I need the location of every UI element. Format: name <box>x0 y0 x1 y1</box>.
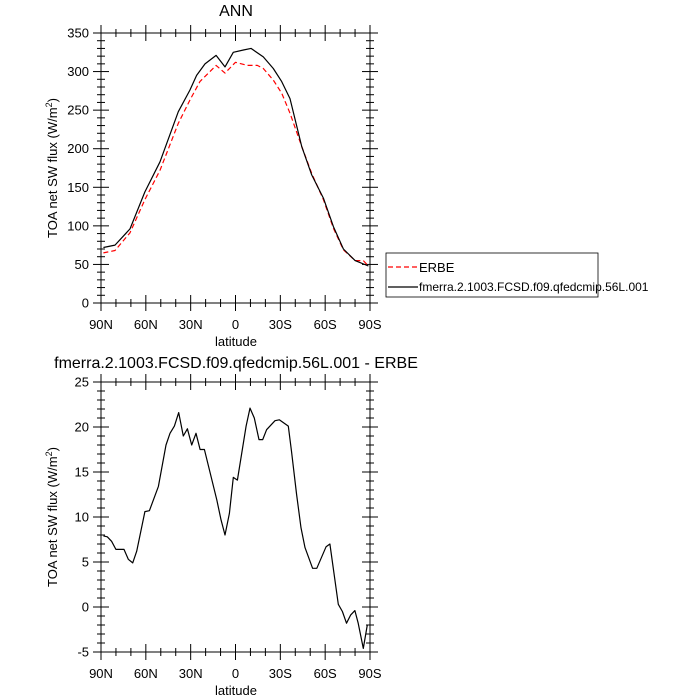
bottom-panel: fmerra.2.1003.FCSD.f09.qfedcmip.56L.001 … <box>44 355 418 698</box>
bottom-axis-ticks: 90N 60N 30N 0 30S 60S 90S -5 0 5 10 15 20 25 <box>75 374 382 681</box>
top-axis-ticks: 90N 60N 30N 0 30S 60S 90S 0 50 100 150 200 250 300 350 <box>67 25 382 332</box>
top-x-tick-label: 0 <box>232 317 239 332</box>
top-y-tick-label: 150 <box>67 180 89 195</box>
bottom-y-axis-label: TOA net SW flux (W/m2) <box>44 447 60 587</box>
legend: ERBE fmerra.2.1003.FCSD.f09.qfedcmip.56L… <box>385 252 649 298</box>
top-y-tick-label: 100 <box>67 218 89 233</box>
bottom-x-tick-label: 0 <box>232 666 239 681</box>
bottom-y-tick-label: 5 <box>82 555 89 570</box>
top-series-line-model <box>103 47 369 267</box>
top-series-line-erbe <box>103 61 369 267</box>
bottom-y-tick-label: 20 <box>75 420 89 435</box>
top-y-tick-label: 350 <box>67 26 89 41</box>
bottom-x-tick-label: 90S <box>358 666 381 681</box>
bottom-chart-title: fmerra.2.1003.FCSD.f09.qfedcmip.56L.001 … <box>54 355 418 372</box>
bottom-x-tick-label: 30S <box>269 666 292 681</box>
bottom-y-tick-label: 15 <box>75 465 89 480</box>
bottom-x-tick-label: 90N <box>89 666 113 681</box>
top-x-axis-label: latitude <box>215 334 257 349</box>
bottom-y-tick-label: 25 <box>75 375 89 390</box>
top-x-tick-label: 60S <box>314 317 337 332</box>
bottom-y-tick-label: -5 <box>77 645 89 660</box>
top-panel: ANN 90N 60N 30N 0 30S 60S 90S 0 50 100 150 200 250 30… <box>44 3 382 349</box>
top-x-tick-label: 90N <box>89 317 113 332</box>
top-x-tick-label: 30S <box>269 317 292 332</box>
top-y-tick-label: 300 <box>67 64 89 79</box>
top-y-tick-label: 250 <box>67 103 89 118</box>
bottom-x-tick-label: 30N <box>179 666 203 681</box>
top-series-group <box>103 47 369 267</box>
top-y-tick-label: 200 <box>67 141 89 156</box>
legend-box <box>385 252 599 298</box>
top-y-tick-label: 0 <box>82 296 89 311</box>
top-x-tick-label: 30N <box>179 317 203 332</box>
bottom-series-line-difference <box>103 407 368 650</box>
bottom-y-tick-label: 0 <box>82 600 89 615</box>
bottom-x-tick-label: 60S <box>314 666 337 681</box>
bottom-series-group <box>103 407 368 650</box>
top-y-tick-label: 50 <box>75 257 89 272</box>
top-y-axis-label: TOA net SW flux (W/m2) <box>44 98 60 238</box>
top-x-tick-label: 90S <box>358 317 381 332</box>
top-plot-frame <box>100 32 371 304</box>
legend-model-label: fmerra.2.1003.FCSD.f09.qfedcmip.56L.001 <box>419 280 649 294</box>
bottom-y-tick-label: 10 <box>75 510 89 525</box>
bottom-x-axis-label: latitude <box>215 683 257 698</box>
bottom-plot-frame <box>100 381 371 653</box>
bottom-x-tick-label: 60N <box>134 666 158 681</box>
top-x-tick-label: 60N <box>134 317 158 332</box>
legend-erbe-label: ERBE <box>419 260 455 275</box>
top-chart-title: ANN <box>219 3 253 20</box>
